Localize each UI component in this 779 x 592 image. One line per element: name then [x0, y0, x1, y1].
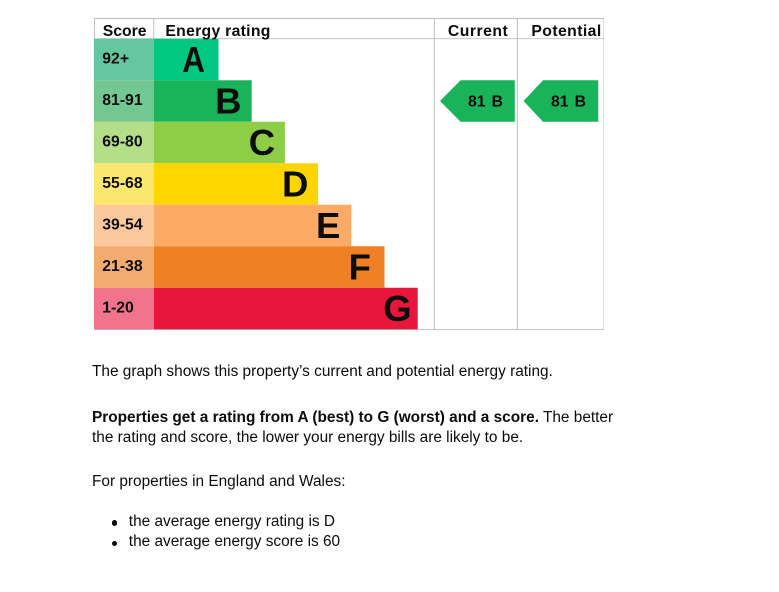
svg-text:55-68: 55-68 [102, 175, 143, 192]
svg-text:Current: Current [448, 23, 509, 40]
svg-text:39-54: 39-54 [102, 217, 143, 234]
svg-text:B: B [215, 80, 241, 121]
svg-text:C: C [249, 122, 275, 163]
svg-text:Score: Score [103, 23, 147, 40]
svg-text:81 B: 81 B [551, 93, 586, 110]
svg-text:81 B: 81 B [468, 93, 503, 110]
svg-text:Energy rating: Energy rating [165, 23, 270, 40]
svg-text:92+: 92+ [102, 51, 129, 68]
svg-text:1-20: 1-20 [102, 300, 134, 317]
svg-text:A: A [182, 39, 205, 80]
svg-text:F: F [349, 246, 371, 287]
svg-text:D: D [282, 163, 308, 204]
svg-text:69-80: 69-80 [102, 134, 143, 151]
svg-text:E: E [316, 205, 340, 246]
svg-text:Potential: Potential [531, 23, 601, 40]
svg-text:21-38: 21-38 [102, 258, 143, 275]
svg-text:G: G [383, 288, 411, 329]
svg-text:81-91: 81-91 [102, 92, 143, 109]
